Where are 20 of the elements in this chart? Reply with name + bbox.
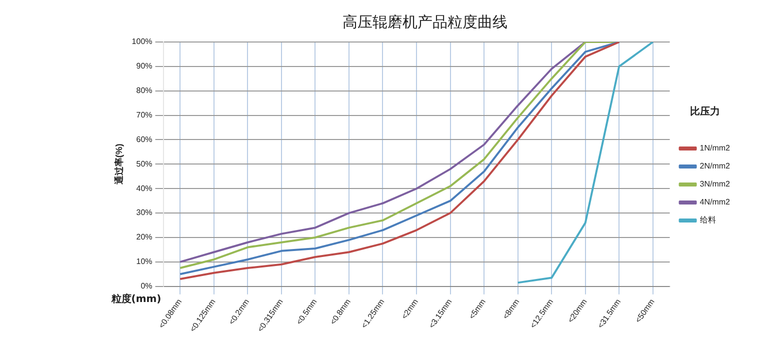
y-tick-label: 40% bbox=[136, 184, 152, 193]
y-tick-label: 80% bbox=[136, 86, 152, 96]
x-axis-title: 粒度(mm) bbox=[110, 292, 162, 305]
y-tick-label: 20% bbox=[136, 232, 152, 242]
legend-label: 4N/mm2 bbox=[700, 198, 731, 207]
y-tick-label: 10% bbox=[136, 257, 152, 266]
y-tick-label: 70% bbox=[136, 110, 152, 120]
y-tick-label: 90% bbox=[136, 62, 152, 71]
y-tick-label: 30% bbox=[136, 208, 152, 218]
y-tick-label: 0% bbox=[140, 282, 152, 291]
y-tick-label: 60% bbox=[136, 134, 152, 144]
y-tick-label: 50% bbox=[136, 159, 152, 168]
legend-label: 1N/mm2 bbox=[700, 144, 731, 153]
legend-label: 3N/mm2 bbox=[700, 180, 731, 189]
y-axis-title: 通过率(%) bbox=[114, 144, 124, 186]
y-tick-label: 100% bbox=[132, 37, 152, 46]
legend-label: 2N/mm2 bbox=[700, 162, 731, 171]
legend-label: 给料 bbox=[700, 216, 716, 225]
legend-title: 比压力 bbox=[690, 105, 720, 118]
chart-title: 高压辊磨机产品粒度曲线 bbox=[342, 12, 508, 31]
